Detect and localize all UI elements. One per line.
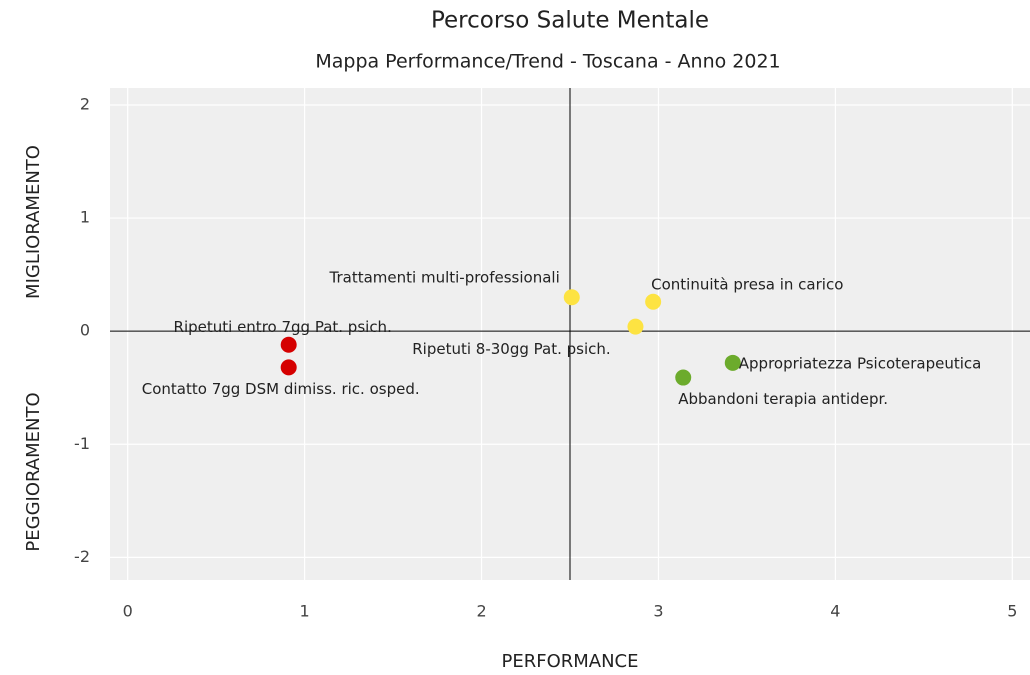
y-tick-label: 2 (80, 94, 90, 113)
y-axis-label-bottom: PEGGIORAMENTO (23, 392, 44, 551)
point-label: Abbandoni terapia antidepr. (678, 390, 888, 408)
point-label: Appropriatezza Psicoterapeutica (739, 354, 982, 372)
chart-subtitle: Mappa Performance/Trend - Toscana - Anno… (315, 51, 780, 73)
y-tick-label: 0 (80, 321, 90, 340)
y-tick-label: -1 (74, 434, 90, 453)
point-label: Trattamenti multi-professionali (329, 269, 560, 287)
point-label: Ripetuti entro 7gg Pat. psich. (174, 318, 392, 336)
x-tick-label: 0 (123, 602, 133, 621)
point (724, 354, 741, 371)
point (627, 318, 644, 335)
x-tick-label: 1 (300, 602, 310, 621)
point-label: Continuità presa in carico (651, 275, 843, 293)
y-tick-label: 1 (80, 208, 90, 227)
y-tick-label: -2 (74, 547, 90, 566)
point (563, 289, 580, 306)
x-tick-label: 4 (830, 602, 840, 621)
x-axis-label: PERFORMANCE (501, 651, 638, 672)
point (280, 359, 297, 376)
point (280, 336, 297, 353)
point-label: Contatto 7gg DSM dimiss. ric. osped. (142, 380, 420, 398)
chart-title: Percorso Salute Mentale (431, 8, 709, 34)
point (675, 369, 692, 386)
x-tick-label: 3 (653, 602, 663, 621)
x-tick-label: 2 (476, 602, 486, 621)
point-label: Ripetuti 8-30gg Pat. psich. (412, 340, 610, 358)
point (645, 293, 662, 310)
x-tick-label: 5 (1007, 602, 1017, 621)
y-axis-label-top: MIGLIORAMENTO (23, 145, 44, 299)
